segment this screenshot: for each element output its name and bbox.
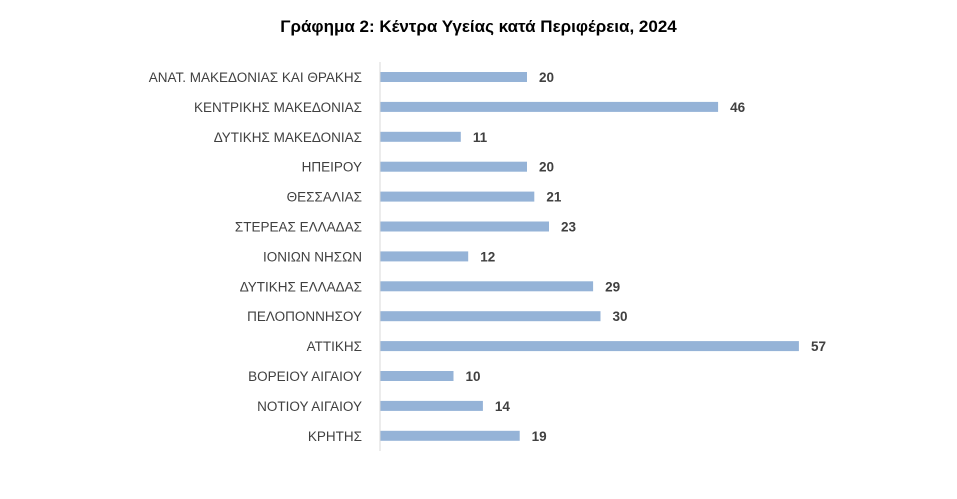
- category-label: ΒΟΡΕΙΟΥ ΑΙΓΑΙΟΥ: [248, 369, 362, 384]
- bar: [380, 341, 799, 352]
- bar: [380, 400, 483, 411]
- data-label: 57: [811, 339, 826, 354]
- bar: [380, 251, 469, 262]
- bar: [380, 131, 461, 142]
- category-label: ΔΥΤΙΚΗΣ ΜΑΚΕΔΟΝΙΑΣ: [214, 130, 362, 145]
- value-labels: 20 46 11 20 21 23 12 29 30 57 10 14 19: [466, 70, 827, 444]
- category-label: ΚΡΗΤΗΣ: [308, 429, 362, 444]
- category-label: ΘΕΣΣΑΛΙΑΣ: [287, 190, 362, 205]
- bar: [380, 311, 601, 322]
- category-label: ΑΝΑΤ. ΜΑΚΕΔΟΝΙΑΣ ΚΑΙ ΘΡΑΚΗΣ: [149, 70, 362, 85]
- data-label: 14: [495, 399, 511, 414]
- bar: [380, 371, 454, 381]
- data-label: 20: [539, 160, 554, 175]
- data-label: 20: [539, 70, 554, 85]
- category-label: ΚΕΝΤΡΙΚΗΣ ΜΑΚΕΔΟΝΙΑΣ: [194, 100, 362, 115]
- category-label: ΝΟΤΙΟΥ ΑΙΓΑΙΟΥ: [257, 399, 362, 414]
- category-labels: ΑΝΑΤ. ΜΑΚΕΔΟΝΙΑΣ ΚΑΙ ΘΡΑΚΗΣ ΚΕΝΤΡΙΚΗΣ ΜΑΚ…: [149, 70, 362, 444]
- bar: [380, 101, 719, 112]
- data-label: 23: [561, 220, 577, 235]
- data-label: 29: [605, 279, 620, 294]
- data-label: 10: [466, 369, 481, 384]
- chart-title: Γράφημα 2: Κέντρα Υγείας κατά Περιφέρεια…: [280, 17, 677, 36]
- bars-layer: [380, 72, 799, 441]
- data-label: 46: [730, 100, 746, 115]
- category-label: ΣΤΕΡΕΑΣ ΕΛΛΑΔΑΣ: [235, 220, 362, 235]
- category-label: ΔΥΤΙΚΗΣ ΕΛΛΑΔΑΣ: [240, 279, 362, 294]
- data-label: 21: [546, 190, 562, 205]
- bar: [380, 430, 520, 441]
- category-label: ΗΠΕΙΡΟΥ: [302, 160, 362, 175]
- bar: [380, 72, 527, 82]
- data-label: 30: [613, 309, 628, 324]
- category-label: ΠΕΛΟΠΟΝΝΗΣΟΥ: [247, 309, 362, 324]
- bar: [380, 191, 535, 202]
- data-label: 11: [473, 130, 488, 145]
- bar: [380, 281, 594, 292]
- bar: [380, 221, 549, 232]
- data-label: 12: [480, 249, 495, 264]
- data-label: 19: [532, 429, 547, 444]
- bar: [380, 161, 527, 172]
- category-label: ΙΟΝΙΩΝ ΝΗΣΩΝ: [263, 249, 362, 264]
- category-label: ΑΤΤΙΚΗΣ: [307, 339, 362, 354]
